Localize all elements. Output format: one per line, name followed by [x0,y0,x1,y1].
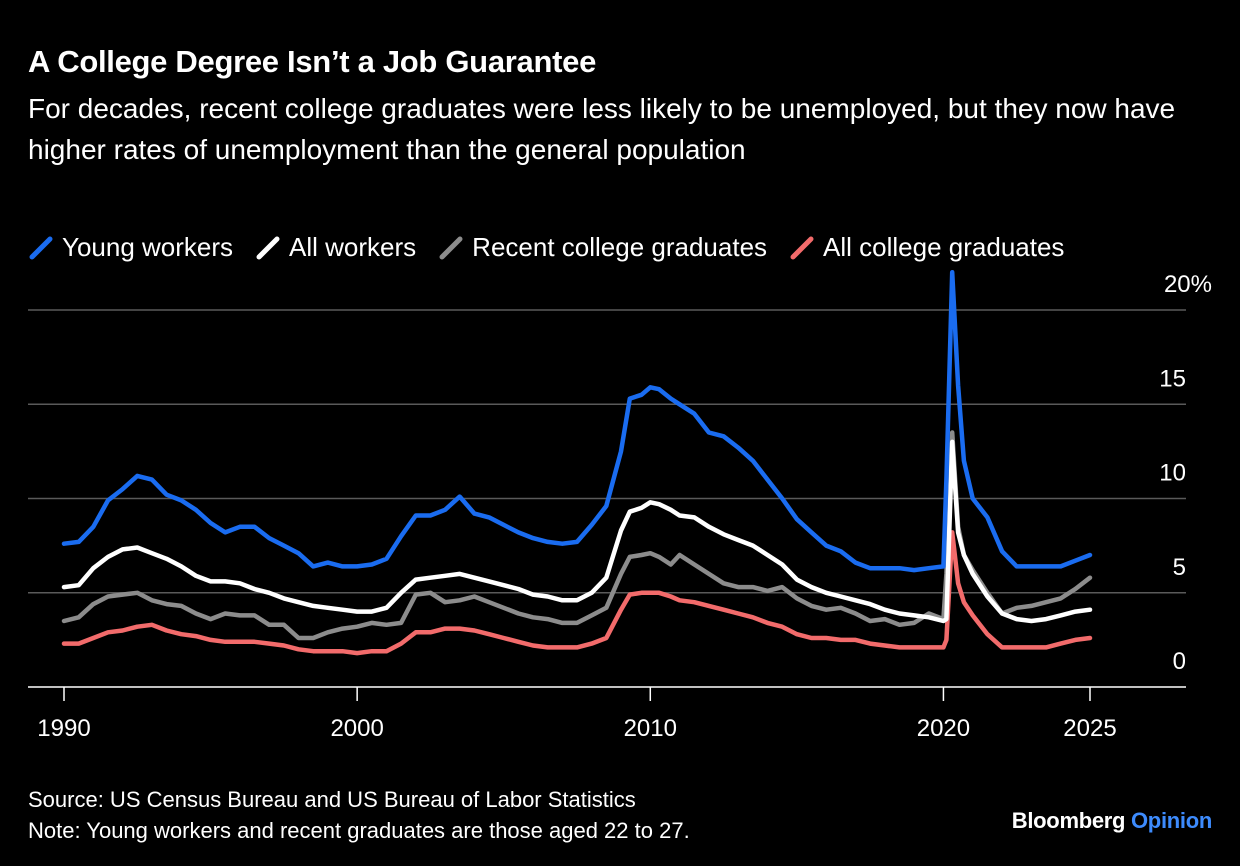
series-line-all-workers [61,439,1093,624]
x-tick-label-2020: 2020 [917,715,970,742]
legend-label-all-workers: All workers [289,232,417,262]
legend-item-young-workers: Young workers [28,232,233,263]
legend-label-all-graduates: All college graduates [823,232,1065,262]
x-tick-label-2010: 2010 [624,715,677,742]
legend-label-young-workers: Young workers [62,232,234,262]
legend-item-all-workers: All workers [255,232,416,263]
legend-swatch-all-graduates [790,236,814,259]
definition-note: Note: Young workers and recent graduates… [28,818,690,843]
source-note: Source: US Census Bureau and US Bureau o… [28,787,636,812]
y-tick-label-15: 15 [1159,365,1186,392]
y-tick-label-0: 0 [1173,648,1186,675]
series-line-recent-college-graduates [61,430,1093,641]
chart-legend: Young workers All workers Recent college… [28,232,1086,263]
series-line-all-college-graduates [61,530,1093,656]
chart-title: A College Degree Isn’t a Job Guarantee [28,44,597,79]
chart-footer: Source: US Census Bureau and US Bureau o… [28,784,690,846]
y-tick-label-5: 5 [1173,554,1186,581]
y-tick-label-10: 10 [1159,460,1186,487]
legend-swatch-recent-graduates [439,236,463,259]
legend-swatch-young-workers [29,236,53,259]
legend-item-all-graduates: All college graduates [789,232,1064,263]
legend-item-recent-graduates: Recent college graduates [438,232,767,263]
legend-label-recent-graduates: Recent college graduates [472,232,768,262]
chart-subtitle: For decades, recent college graduates we… [28,93,1176,165]
y-tick-label-20: 20% [1164,271,1212,298]
x-tick-label-2025: 2025 [1063,715,1116,742]
brand-accent: Opinion [1131,808,1212,833]
series-line-young-workers [61,270,1093,573]
x-tick-label-1990: 1990 [37,715,90,742]
x-tick-label-2000: 2000 [330,715,383,742]
brand-main: Bloomberg [1011,808,1126,833]
legend-swatch-all-workers [256,236,280,259]
brand-logo: Bloomberg Opinion [1011,808,1213,834]
